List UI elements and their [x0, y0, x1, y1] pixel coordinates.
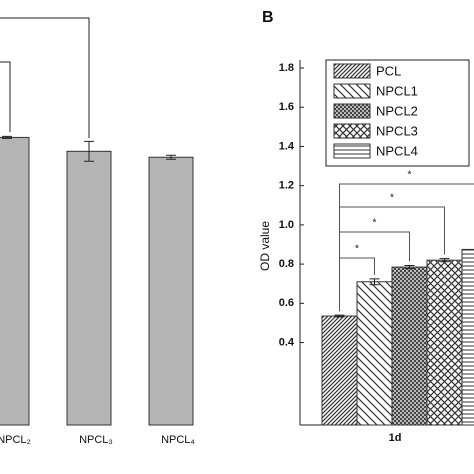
y-tick-label: 1.8: [279, 62, 294, 74]
significance-mark: *: [373, 218, 377, 229]
y-tick-label: 0.4: [279, 336, 295, 348]
y-tick-label: 1.4: [279, 140, 295, 152]
legend-label: NPCL4: [376, 143, 418, 158]
error-bar: [369, 278, 380, 286]
bar: [66, 150, 112, 426]
bar: [356, 281, 393, 426]
bar: [0, 136, 30, 426]
error-bar: [404, 264, 415, 270]
bar: [148, 156, 194, 426]
error-bar: [334, 314, 345, 318]
bar: [426, 259, 463, 426]
legend: PCL NPCL1 NPCL2 NPCL3 NPCL4: [325, 59, 470, 167]
significance-mark: *: [355, 244, 359, 255]
x-tick-label: NPCL₄: [161, 434, 195, 446]
legend-swatch: [333, 103, 371, 119]
legend-swatch: [333, 123, 371, 139]
x-tick-label: NPCL₃: [79, 434, 113, 446]
bar: [321, 315, 358, 426]
significance-mark: *: [408, 170, 412, 181]
bar: [391, 266, 428, 426]
significance-mark: *: [390, 193, 394, 204]
legend-swatch: [333, 83, 371, 99]
legend-label: NPCL3: [376, 123, 418, 138]
y-axis-label: OD value: [258, 221, 272, 271]
x-tick-label: NPCL₂: [0, 434, 31, 446]
significance-bracket: [339, 183, 474, 312]
legend-swatch: [333, 63, 371, 79]
legend-label: PCL: [376, 63, 401, 78]
legend-label: NPCL1: [376, 83, 418, 98]
panel-label: B: [262, 9, 274, 26]
x-tick-label: 1d: [389, 432, 402, 444]
y-tick-label: 1.0: [279, 219, 294, 231]
error-bar: [166, 154, 176, 160]
error-bar: [439, 258, 450, 263]
error-bar: [2, 135, 12, 139]
left-brackets: [0, 17, 90, 138]
error-bar: [84, 140, 94, 162]
y-tick-label: 0.6: [279, 297, 294, 309]
legend-label: NPCL2: [376, 103, 418, 118]
y-tick-label: 0.8: [279, 258, 294, 270]
legend-swatch: [333, 143, 371, 159]
y-tick-label: 1.6: [279, 101, 294, 113]
y-tick-label: 1.2: [279, 180, 294, 192]
bar: [461, 248, 474, 426]
